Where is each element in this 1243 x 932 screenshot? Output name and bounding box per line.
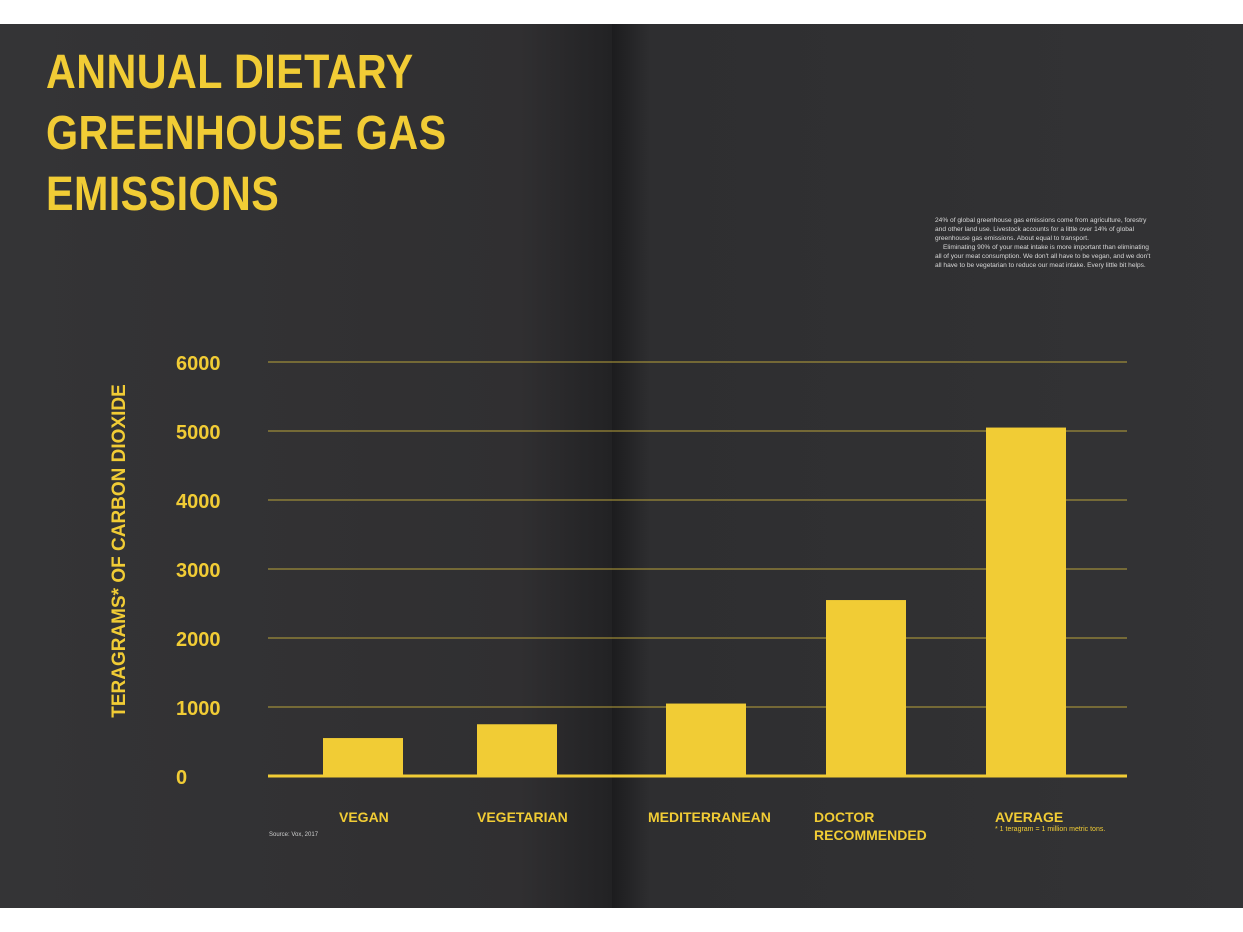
bar [666,703,746,776]
sidenote-paragraph: Eliminating 90% of your meat intake is m… [935,244,1151,269]
x-axis-categories: VEGAN VEGETARIAN MEDITERRANEAN DOCTOR RECOMM… [339,809,1063,843]
x-category-label: AVERAGE [995,809,1063,825]
y-tick-label: 5000 [176,422,221,444]
sidenote-paragraph: 24% of global greenhouse gas emissions c… [935,217,1147,242]
y-axis-ticks: 0 1000 2000 3000 4000 5000 6000 [176,353,221,789]
chart-title: ANNUAL DIETARY GREENHOUSE GAS EMISSIONS [46,46,447,221]
sidenote: 24% of global greenhouse gas emissions c… [935,216,1157,270]
bar [477,724,557,776]
bar [826,600,906,776]
x-category-label: VEGAN [339,809,389,825]
source-note: Source: Vox, 2017 [269,832,319,838]
x-category-label: VEGETARIAN [477,809,568,825]
y-tick-label: 2000 [176,629,221,651]
bar [986,427,1066,776]
bar [323,738,403,776]
bars [323,427,1066,776]
x-category-label: DOCTOR RECOMMENDED [814,809,927,843]
y-tick-label: 4000 [176,491,221,513]
y-tick-label: 0 [176,767,187,789]
y-tick-label: 6000 [176,353,221,375]
y-axis-title: TERAGRAMS* OF CARBON DIOXIDE [109,384,130,718]
x-category-label: MEDITERRANEAN [648,809,771,825]
y-tick-label: 1000 [176,698,221,720]
footnote: * 1 teragram = 1 million metric tons. [995,826,1106,833]
y-tick-label: 3000 [176,560,221,582]
